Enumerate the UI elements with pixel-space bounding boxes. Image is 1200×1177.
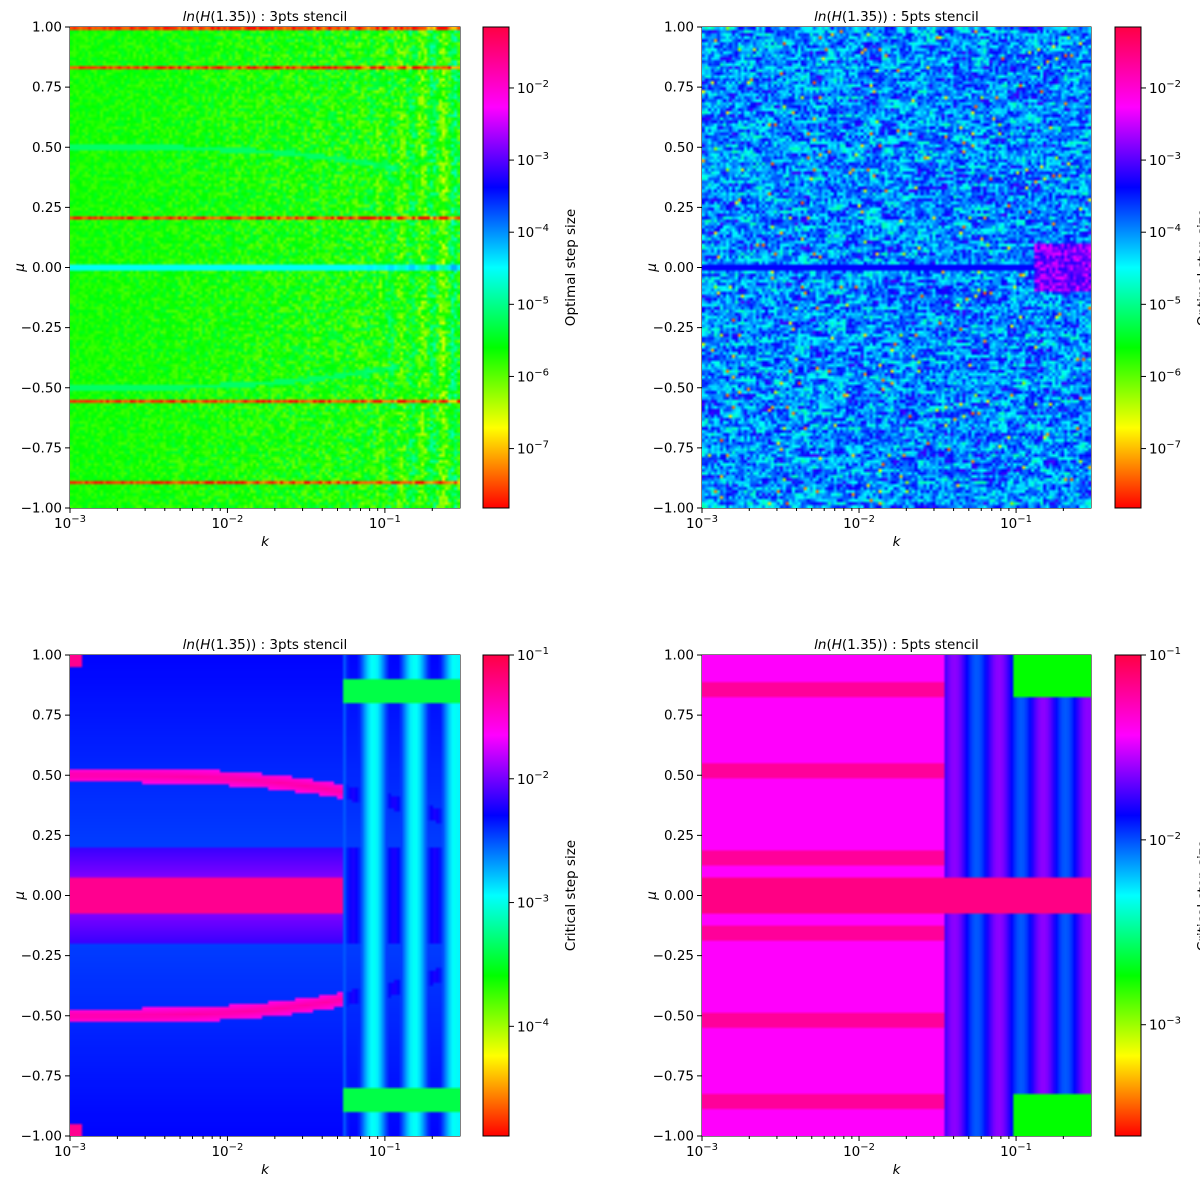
tick-label: 10−3: [517, 894, 549, 912]
y-tick-label: −1.00: [21, 501, 62, 517]
y-tick-label: 0.25: [32, 200, 62, 216]
y-tick-label: 0.50: [664, 140, 694, 156]
colorbar-label: Optimal step size: [1195, 209, 1200, 326]
colorbar: [1114, 26, 1142, 509]
tick-label: 10−5: [517, 295, 549, 313]
tick-label: 10−7: [517, 440, 549, 458]
y-tick-label: −0.25: [21, 948, 62, 964]
panel-top-left: ln(H(1.35)) : 3pts stencil 10−3 10−2 10−1 k −…: [12, 9, 579, 550]
tick-label: 10−2: [843, 1142, 875, 1160]
plot-title: ln(H(1.35)) : 5pts stencil: [814, 637, 979, 653]
tick-label: 10−1: [1000, 1142, 1032, 1160]
y-tick-label: −0.75: [21, 1068, 62, 1084]
y-tick-label: −0.75: [21, 440, 62, 456]
y-tick-label: 0.75: [664, 80, 694, 96]
y-tick-label: 0.25: [664, 200, 694, 216]
y-tick-label: −0.25: [653, 320, 694, 336]
y-tick-label: 0.00: [664, 888, 694, 904]
tick-label: 10−3: [1149, 151, 1181, 169]
tick-label: 10−3: [1149, 1016, 1181, 1034]
colorbar-label: Optimal step size: [563, 209, 579, 326]
tick-label: 10−2: [211, 514, 243, 532]
tick-label: 10−2: [843, 514, 875, 532]
y-tick-label: −1.00: [653, 501, 694, 517]
tick-label: 10−6: [517, 367, 549, 385]
heatmap-image: [70, 655, 460, 1136]
y-tick-label: 1.00: [32, 648, 62, 664]
panel-top-right: ln(H(1.35)) : 5pts stencil 10−3 10−2 10−1 k −…: [644, 9, 1200, 550]
y-tick-label: 0.00: [32, 888, 62, 904]
colorbar-label: Critical step size: [563, 840, 579, 951]
y-tick-label: −0.25: [21, 320, 62, 336]
y-tick-label: 1.00: [664, 648, 694, 664]
plot-title: ln(H(1.35)) : 3pts stencil: [183, 9, 348, 25]
tick-label: 10−2: [517, 770, 549, 788]
y-tick-label: −0.50: [21, 380, 62, 396]
heatmap-image: [702, 655, 1091, 1136]
tick-label: 10−1: [1000, 514, 1032, 532]
tick-label: 10−3: [54, 1142, 86, 1160]
tick-label: 10−1: [369, 514, 401, 532]
tick-label: 10−2: [517, 79, 549, 97]
heatmap-image: [702, 27, 1091, 508]
tick-label: 10−4: [517, 1017, 549, 1035]
x-axis-label: k: [893, 534, 902, 550]
y-axis-label: μ: [644, 263, 660, 273]
y-axis-label: μ: [644, 891, 660, 901]
y-tick-label: 0.75: [32, 708, 62, 724]
tick-label: 10−4: [1149, 223, 1181, 241]
tick-label: 10−7: [1149, 440, 1181, 458]
y-axis-label: μ: [12, 891, 28, 901]
tick-label: 10−5: [1149, 295, 1181, 313]
colorbar-label: Critical step size: [1195, 840, 1200, 951]
tick-label: 10−3: [686, 1142, 718, 1160]
y-tick-label: 1.00: [664, 20, 694, 36]
y-tick-label: −1.00: [653, 1129, 694, 1145]
colorbar: [482, 26, 510, 509]
y-tick-label: 0.50: [664, 768, 694, 784]
tick-label: 10−1: [1149, 646, 1181, 664]
y-tick-label: −1.00: [21, 1129, 62, 1145]
x-axis-label: k: [261, 534, 270, 550]
y-tick-label: −0.75: [653, 1068, 694, 1084]
tick-label: 10−4: [517, 223, 549, 241]
y-tick-label: 0.00: [32, 260, 62, 276]
y-tick-label: −0.50: [653, 380, 694, 396]
panel-bottom-right: ln(H(1.35)) : 5pts stencil 10−3 10−2 10−1 k −…: [644, 637, 1200, 1177]
y-tick-label: 0.50: [32, 140, 62, 156]
y-tick-label: −0.50: [21, 1008, 62, 1024]
y-tick-label: −0.75: [653, 440, 694, 456]
colorbar: [1114, 654, 1142, 1137]
tick-label: 10−6: [1149, 367, 1181, 385]
y-tick-label: 0.00: [664, 260, 694, 276]
tick-label: 10−3: [517, 151, 549, 169]
y-tick-label: 0.75: [664, 708, 694, 724]
tick-label: 10−1: [517, 646, 549, 664]
tick-label: 10−1: [369, 1142, 401, 1160]
y-tick-label: −0.25: [653, 948, 694, 964]
y-tick-label: 1.00: [32, 20, 62, 36]
tick-label: 10−2: [1149, 79, 1181, 97]
x-axis-label: k: [261, 1162, 270, 1177]
plot-title: ln(H(1.35)) : 3pts stencil: [183, 637, 348, 653]
y-tick-label: 0.25: [32, 828, 62, 844]
tick-label: 10−2: [1149, 831, 1181, 849]
y-axis-label: μ: [12, 263, 28, 273]
y-tick-label: −0.50: [653, 1008, 694, 1024]
tick-label: 10−3: [686, 514, 718, 532]
y-tick-label: 0.25: [664, 828, 694, 844]
tick-label: 10−2: [211, 1142, 243, 1160]
tick-label: 10−3: [54, 514, 86, 532]
panel-bottom-left: ln(H(1.35)) : 3pts stencil 10−3 10−2 10−1 k −…: [12, 637, 579, 1177]
heatmap-image: [70, 27, 460, 508]
y-tick-label: 0.75: [32, 80, 62, 96]
plot-title: ln(H(1.35)) : 5pts stencil: [814, 9, 979, 25]
colorbar: [482, 654, 510, 1137]
y-tick-label: 0.50: [32, 768, 62, 784]
x-axis-label: k: [893, 1162, 902, 1177]
